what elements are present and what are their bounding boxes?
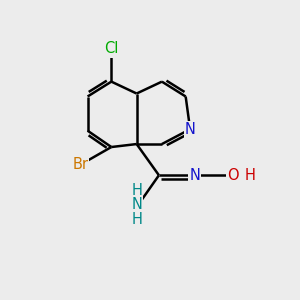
Text: N: N [131,197,142,212]
Text: H: H [131,212,142,227]
Text: N: N [189,168,200,183]
Text: H: H [244,168,255,183]
Text: O: O [227,168,239,183]
Text: H: H [131,183,142,198]
Text: Cl: Cl [104,41,118,56]
Text: N: N [185,122,196,137]
Text: Br: Br [72,158,88,172]
